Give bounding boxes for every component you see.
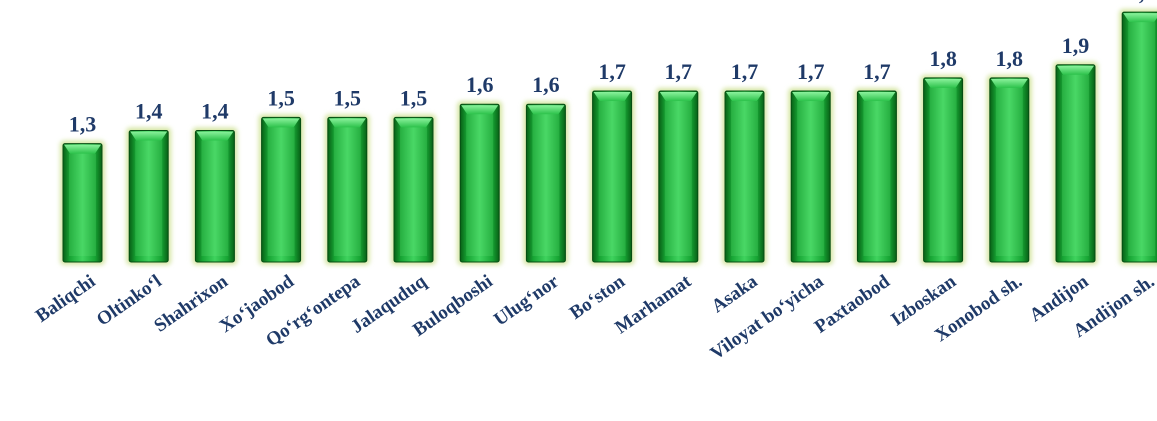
value-label: 1,7 <box>665 59 693 84</box>
bar <box>324 114 370 265</box>
category-label: Viloyat bo‘yicha <box>707 271 828 365</box>
bar-body <box>525 103 566 263</box>
value-label: 1,5 <box>267 85 295 110</box>
bar <box>920 74 966 266</box>
bar-body <box>1121 11 1157 263</box>
bar-body <box>128 130 169 263</box>
value-label: 2,3 <box>1128 0 1156 5</box>
bar-body <box>393 116 434 263</box>
value-label: 1,4 <box>135 99 163 124</box>
bar-bevel <box>929 87 957 257</box>
bar <box>1119 9 1157 265</box>
bar-cap <box>924 78 962 88</box>
bar-cap <box>1123 13 1157 23</box>
bar-bevel <box>1128 22 1156 257</box>
bar-body <box>261 116 302 263</box>
value-label: 1,7 <box>731 59 759 84</box>
category-label: Paxtaobod <box>811 271 894 338</box>
bar <box>589 88 635 265</box>
bar-bevel <box>532 114 560 256</box>
bar-bevel <box>69 153 96 256</box>
bar-bevel <box>995 87 1023 257</box>
bar-body <box>923 77 964 263</box>
bar-bevel <box>863 101 891 256</box>
bar <box>60 140 105 265</box>
bar-cap <box>792 92 830 102</box>
bar <box>192 127 238 265</box>
bar-bevel <box>598 101 626 256</box>
bar-body <box>856 90 897 263</box>
bar-body <box>194 130 235 263</box>
bar-bevel <box>333 127 361 256</box>
bar-cap <box>461 105 499 115</box>
category-label: Baliqchi <box>32 271 99 327</box>
bar-cap <box>262 118 300 128</box>
bar-bevel <box>731 101 758 256</box>
value-label: 1,9 <box>1062 33 1090 58</box>
bar-cap <box>659 92 697 102</box>
bar <box>854 88 900 265</box>
bar-bevel <box>1062 74 1089 256</box>
value-label: 1,5 <box>400 85 428 110</box>
bar-bevel <box>664 101 692 256</box>
bar-bevel <box>466 114 494 256</box>
bar-cap <box>328 118 366 128</box>
value-label: 1,7 <box>863 59 891 84</box>
bar-cap <box>527 105 565 115</box>
bar-bevel <box>201 140 229 256</box>
bar-body <box>459 103 500 263</box>
bar-body <box>592 90 633 263</box>
bar-bevel <box>400 127 427 256</box>
bar <box>258 114 304 265</box>
bar-body <box>62 143 103 263</box>
bar-cap <box>395 118 432 128</box>
bar-body <box>989 77 1030 263</box>
bar-cap <box>64 144 101 154</box>
value-labels-layer: 1,3 1,4 1,4 1,5 1,5 1,5 1,6 1,6 1,7 1,7 1,7 1,7 1,7 1… <box>69 0 1156 137</box>
bar <box>391 114 436 265</box>
bar <box>655 88 701 265</box>
bar-cap <box>130 131 168 141</box>
bar <box>126 127 172 265</box>
category-label: Marhamat <box>611 271 695 339</box>
category-label: Ulug‘nor <box>490 271 563 331</box>
bar-cap <box>726 92 763 102</box>
value-label: 1,6 <box>532 72 560 97</box>
bar-body <box>790 90 831 263</box>
value-label: 1,8 <box>996 46 1024 71</box>
bar-body <box>1055 64 1096 263</box>
bar-bevel <box>797 101 825 256</box>
value-label: 1,6 <box>466 72 494 97</box>
bar <box>523 101 569 265</box>
value-label: 1,5 <box>334 85 362 110</box>
value-label: 1,8 <box>929 46 957 71</box>
bar <box>457 101 503 265</box>
bar <box>1053 61 1098 265</box>
value-label: 1,7 <box>797 59 825 84</box>
bar-cap <box>593 92 631 102</box>
value-label: 1,4 <box>201 99 229 124</box>
bar <box>722 88 767 265</box>
bar-cap <box>858 92 896 102</box>
value-label: 1,3 <box>69 112 97 137</box>
bar-body <box>327 116 368 263</box>
bar-body <box>658 90 699 263</box>
bar <box>986 74 1032 266</box>
bars-layer <box>60 9 1157 266</box>
bar-bevel <box>267 127 295 256</box>
bar-bevel <box>135 140 163 256</box>
bar-body <box>724 90 765 263</box>
category-label: Asaka <box>708 271 762 318</box>
bar-cap <box>1057 65 1094 75</box>
bar <box>788 88 834 265</box>
bar-cap <box>990 78 1028 88</box>
category-labels-layer: BaliqchiOltinko‘lShahrixonXo‘jaobodQo‘rg… <box>32 271 1157 365</box>
bar-cap <box>196 131 234 141</box>
value-label: 1,7 <box>598 59 626 84</box>
